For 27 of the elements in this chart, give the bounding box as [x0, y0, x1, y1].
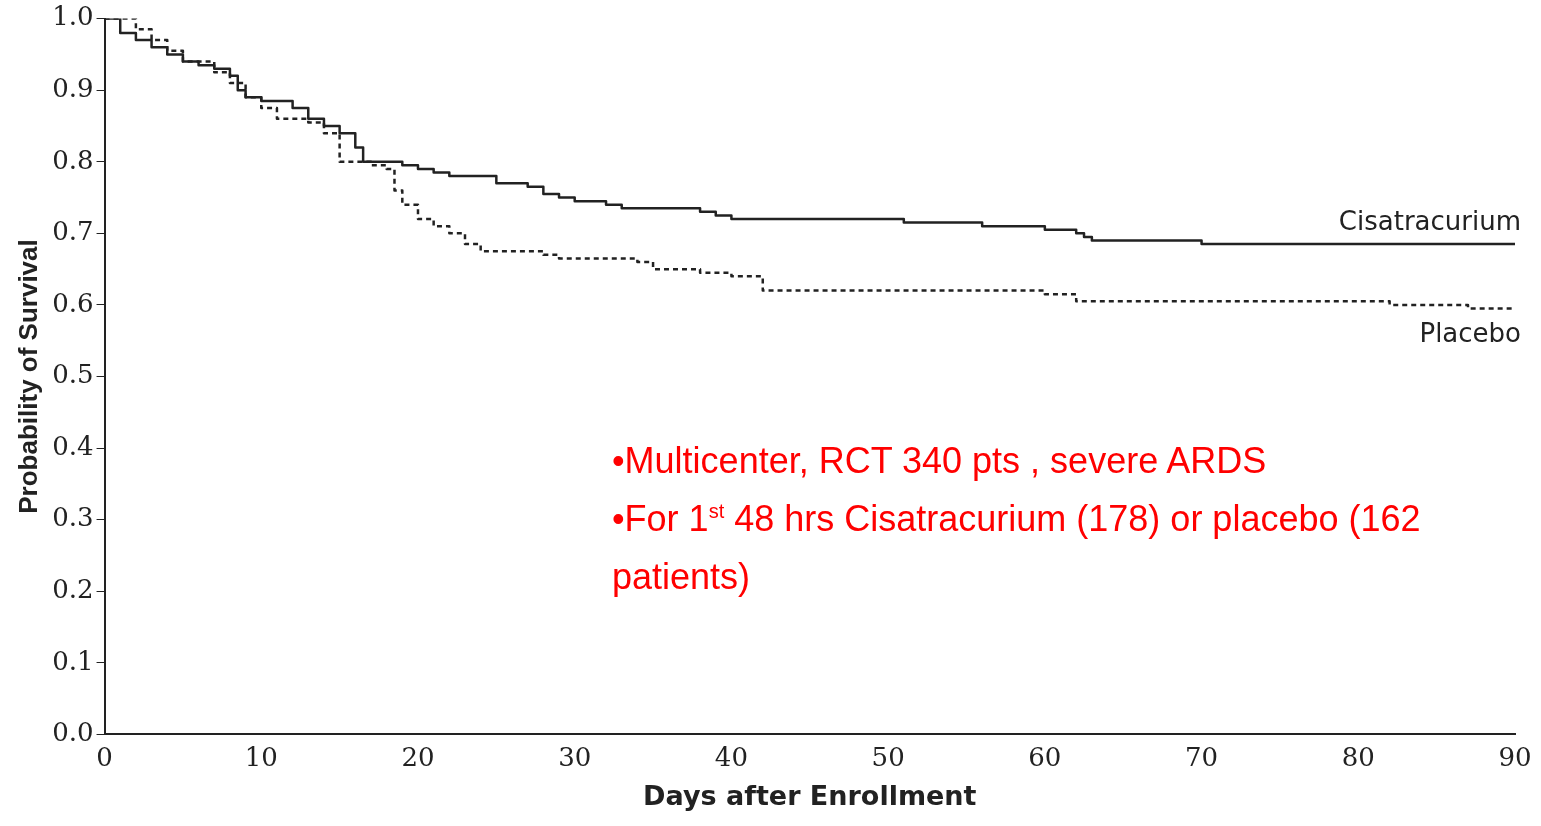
- annotation: •Multicenter, RCT 340 pts , severe ARDS: [612, 439, 1268, 483]
- y-tick-label: 0.3: [52, 502, 94, 533]
- x-tick-label: 40: [714, 741, 748, 772]
- y-tick-label: 0.1: [52, 645, 94, 676]
- y-tick-label: 0.8: [52, 144, 94, 175]
- x-tick-label: 20: [401, 741, 435, 772]
- y-axis-title: Probability of Survival: [12, 239, 43, 514]
- x-tick-label: 80: [1341, 741, 1375, 772]
- y-tick-label: 0.7: [52, 216, 94, 247]
- y-tick-label: 1.0: [52, 1, 94, 32]
- annotation: •For 1$^{st}$ 48 hrs Cisatracurium (178) or placebo (162 patients): [612, 497, 1422, 599]
- y-tick-label: 0.5: [52, 359, 94, 390]
- x-axis-title: Days after Enrollment: [643, 779, 977, 811]
- x-tick-label: 10: [244, 741, 278, 772]
- y-tick-label: 0.9: [52, 72, 94, 103]
- y-tick-label: 0.2: [52, 573, 94, 604]
- y-tick-label: 0.4: [52, 430, 94, 461]
- y-tick-label: 0.6: [52, 287, 94, 318]
- x-tick-label: 90: [1498, 741, 1532, 772]
- x-tick-label: 50: [871, 741, 905, 772]
- series-label: Placebo: [1419, 318, 1521, 349]
- x-tick-label: 30: [558, 741, 592, 772]
- x-tick-label: 60: [1028, 741, 1062, 772]
- y-tick-label: 0.0: [52, 717, 94, 748]
- x-tick-label: 0: [96, 741, 113, 772]
- series-label: Cisatracurium: [1338, 205, 1521, 236]
- x-tick-label: 70: [1185, 741, 1219, 772]
